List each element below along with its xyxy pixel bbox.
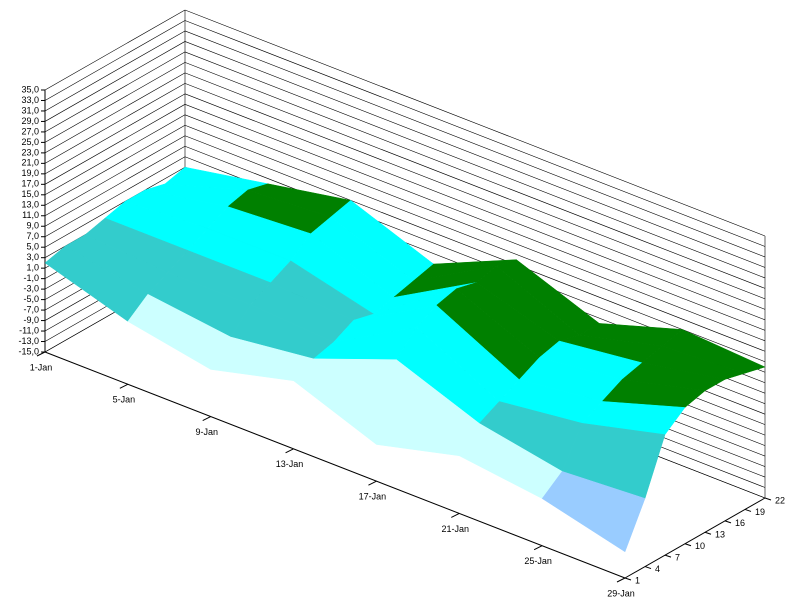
- x-tick: [368, 480, 377, 486]
- grid-line: [44, 20, 186, 101]
- z-tick-label: 3,0: [26, 252, 39, 262]
- z-tick-label: 33,0: [21, 95, 39, 105]
- x-tick: [533, 545, 543, 551]
- z-tick-label: 7,0: [26, 231, 39, 241]
- x-tick-label: 21-Jan: [442, 524, 470, 534]
- y-tick: [624, 577, 632, 581]
- x-tick: [285, 448, 294, 454]
- x-tick-label: 17-Jan: [359, 492, 387, 502]
- z-tick-label: 9,0: [26, 221, 39, 231]
- z-tick-label: 5,0: [26, 242, 39, 252]
- y-axis: [624, 497, 766, 579]
- z-tick-label: -1,0: [23, 273, 39, 283]
- y-tick: [764, 497, 772, 501]
- grid-line: [184, 62, 766, 289]
- grid-line: [184, 93, 766, 321]
- z-tick-label: 35,0: [21, 84, 39, 94]
- z-tick-label: 31,0: [21, 105, 39, 115]
- y-tick-label: 1: [635, 575, 640, 585]
- y-tick-label: 16: [735, 518, 745, 528]
- z-tick-label: 29,0: [21, 116, 39, 126]
- grid-line: [44, 41, 186, 122]
- y-tick: [744, 508, 752, 512]
- x-tick: [202, 416, 211, 422]
- grid-line: [184, 125, 766, 352]
- grid-line: [184, 30, 766, 258]
- z-tick-label: -11,0: [19, 325, 39, 335]
- z-tick-label: 19,0: [21, 168, 39, 178]
- y-tick-label: 4: [655, 564, 660, 574]
- z-tick-label: 11,0: [22, 210, 39, 220]
- y-tick: [664, 554, 672, 558]
- x-tick-label: 9-Jan: [195, 427, 218, 437]
- y-tick-label: 19: [755, 507, 765, 517]
- grid-line: [184, 104, 766, 331]
- grid-line: [44, 51, 186, 133]
- grid-line: [44, 30, 186, 112]
- grid-line: [44, 9, 186, 91]
- x-tick-label: 5-Jan: [113, 395, 136, 405]
- z-tick-label: 21,0: [21, 158, 39, 168]
- y-tick-label: 13: [715, 530, 725, 540]
- grid-line: [44, 145, 186, 227]
- x-tick: [36, 351, 46, 357]
- y-tick: [724, 520, 732, 524]
- grid-line: [184, 72, 766, 300]
- y-tick: [684, 543, 692, 547]
- grid-line: [184, 41, 766, 268]
- z-tick-label: 13,0: [21, 200, 39, 210]
- x-tick: [119, 383, 129, 389]
- x-tick-label: 13-Jan: [276, 459, 304, 469]
- z-tick-label: -7,0: [23, 304, 39, 314]
- x-tick-label: 29-Jan: [607, 588, 635, 598]
- y-tick: [704, 531, 712, 535]
- grid-line: [44, 156, 186, 237]
- z-tick-label: -15,0: [18, 346, 39, 356]
- grid-line: [44, 104, 186, 185]
- grid-line: [184, 9, 766, 237]
- grid-line: [44, 93, 186, 175]
- y-tick-label: 22: [775, 495, 785, 505]
- grid-line: [44, 72, 186, 154]
- grid-line: [44, 114, 186, 196]
- z-tick-label: 1,0: [26, 263, 39, 273]
- x-tick: [451, 512, 460, 518]
- z-tick-label: -9,0: [23, 315, 39, 325]
- z-tick-label: 17,0: [21, 179, 39, 189]
- y-tick: [644, 566, 652, 570]
- y-tick-label: 7: [675, 553, 680, 563]
- z-tick-label: 27,0: [21, 126, 39, 136]
- grid-line: [44, 62, 186, 143]
- x-axis: [44, 351, 626, 579]
- grid-line: [184, 20, 766, 247]
- z-tick-label: 15,0: [21, 189, 39, 199]
- grid-line: [184, 83, 766, 310]
- grid-line: [44, 83, 186, 164]
- y-tick-label: 10: [695, 541, 705, 551]
- grid-line: [44, 166, 186, 248]
- grid-line: [44, 125, 186, 206]
- x-tick: [616, 577, 626, 583]
- z-tick-label: -5,0: [23, 294, 39, 304]
- z-tick-label: 25,0: [21, 137, 39, 147]
- grid-line: [184, 135, 766, 363]
- grid-line: [184, 51, 766, 279]
- grid-line: [44, 135, 186, 217]
- z-tick-label: -3,0: [23, 283, 39, 293]
- surface-patch: [541, 471, 646, 553]
- z-tick-label: -13,0: [18, 336, 39, 346]
- x-tick-label: 1-Jan: [30, 362, 53, 372]
- z-tick-label: 23,0: [21, 147, 39, 157]
- x-tick-label: 25-Jan: [524, 556, 552, 566]
- grid-line: [184, 114, 766, 342]
